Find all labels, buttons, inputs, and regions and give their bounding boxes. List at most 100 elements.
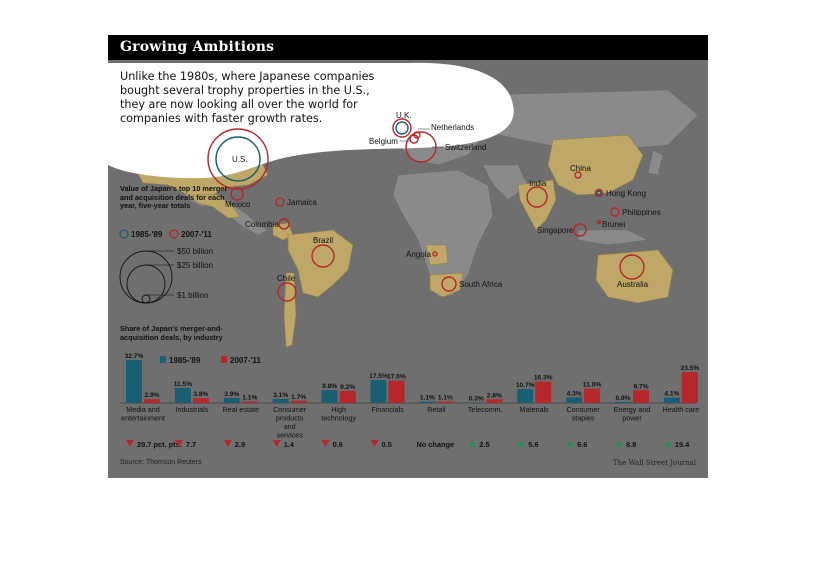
bar-2007-2 [241, 401, 258, 403]
label-belgium: Belgium [369, 137, 398, 146]
bar-1985-11 [663, 397, 680, 403]
category-label: Retail [427, 405, 446, 414]
bubble-mexico [230, 187, 244, 201]
category-label: Health care [663, 405, 700, 414]
category-label: Industrials [176, 405, 209, 414]
china-shape [547, 134, 644, 196]
label-hong-kong: Hong Kong [606, 189, 647, 198]
bar-legend-label-1985: 1985-'89 [169, 356, 201, 365]
label-us: U.S. [232, 155, 248, 164]
bubble-china [574, 171, 582, 179]
bubble-colombia [278, 218, 290, 230]
change-label: 2.9 [235, 440, 245, 449]
label-colombia: Colombia [245, 220, 279, 229]
label-brunei: Brunei [602, 220, 626, 229]
category-label: High [331, 405, 346, 414]
bubble-hong-kong-2007 [594, 188, 604, 198]
bubble-chile [277, 282, 297, 302]
bar-value-label: 4.3% [567, 390, 582, 397]
change-down-icon [370, 440, 379, 447]
category-label: Materials [520, 405, 550, 414]
bar-value-label: 17.5% [369, 373, 388, 380]
bar-legend-swatch-1985 [160, 356, 166, 363]
label-chile: Chile [277, 274, 296, 283]
bubble-india [526, 186, 548, 208]
africa-shape [392, 169, 494, 298]
label-switzerland: Switzerland [445, 143, 487, 152]
bar-1985-9 [566, 397, 583, 403]
category-label: Media and [126, 405, 160, 414]
bar-value-label: 2.8% [487, 392, 502, 399]
bar-legend-swatch-2007 [221, 356, 227, 363]
bar-2007-11 [681, 372, 698, 403]
bar-chart-title: Share of Japan's merger-and-acquisition … [120, 324, 223, 342]
label-australia: Australia [617, 280, 649, 289]
bar-1985-6 [419, 401, 436, 403]
size-legend-label-50: $50 billion [177, 247, 214, 256]
category-label: Consumer [567, 405, 601, 414]
bar-value-label: 23.5% [681, 365, 700, 372]
brazil-shape [287, 229, 354, 298]
change-label: 7.7 [186, 440, 196, 449]
bar-value-label: 17.0% [387, 374, 406, 381]
bubble-hong-kong-1985 [596, 190, 602, 196]
bar-value-label: 16.3% [534, 375, 553, 382]
bar-2007-0 [144, 399, 160, 403]
map-legend [119, 229, 179, 304]
change-up-icon [517, 440, 526, 447]
bubble-south-africa [441, 276, 457, 292]
bar-value-label: 4.1% [664, 391, 679, 398]
label-india: India [529, 179, 547, 188]
label-singapore: Singapore [537, 226, 574, 235]
change-down-icon [223, 440, 232, 447]
bubble-brunei [596, 219, 602, 225]
bar-value-label: 1.1% [242, 395, 257, 402]
russia-shape [477, 89, 699, 151]
bar-1985-0 [126, 360, 142, 403]
bar-2007-4 [339, 390, 356, 403]
bar-1985-5 [370, 380, 387, 403]
category-label: Consumer [273, 405, 307, 414]
category-label: services [277, 431, 304, 440]
bar-value-label: 3.8% [193, 391, 208, 398]
bar-2007-3 [290, 400, 307, 403]
bar-value-label: 10.7% [516, 382, 535, 389]
legend-label-2007: 2007-'11 [181, 230, 212, 239]
size-legend-label-25: $25 billion [177, 261, 214, 270]
change-label: 1.4 [284, 440, 295, 449]
legend-label-1985: 1985-'89 [131, 230, 163, 239]
bar-value-label: 9.7% [633, 383, 648, 390]
label-netherlands: Netherlands [431, 123, 475, 132]
graphic-panel: Growing Ambitions Unlike the 1980s, wher… [108, 35, 708, 478]
change-label: 0.5 [382, 440, 392, 449]
category-label: staples [572, 414, 595, 423]
mexico-shape [187, 194, 241, 219]
intro-text: Unlike the 1980s, where Japanese compani… [120, 70, 375, 125]
change-up-icon [663, 440, 672, 447]
australia-shape [595, 249, 674, 304]
bar-value-label: 11.5% [174, 381, 192, 388]
change-down-icon [272, 440, 281, 447]
category-label: and [284, 422, 296, 431]
change-label: 5.6 [528, 440, 538, 449]
change-up-icon [566, 440, 575, 447]
bar-value-label: 9.8% [322, 383, 337, 390]
bar-chart-legend [160, 356, 227, 363]
change-up-icon [615, 440, 623, 447]
change-label: 6.6 [577, 440, 587, 449]
bar-value-label: 3.1% [273, 392, 288, 399]
bar-value-label: 9.2% [340, 384, 355, 391]
source-note: Source: Thomson Reuters [120, 459, 202, 466]
change-label: 19.4 [675, 440, 690, 449]
middle-east-shape [482, 164, 529, 201]
indonesia-shape [577, 229, 650, 246]
credit: The Wall Street Journal [612, 459, 696, 467]
size-legend-label-1: $1 billion [177, 291, 209, 300]
category-label: Real estate [223, 405, 259, 414]
bar-2007-10 [633, 390, 649, 403]
bubble-philippines [610, 207, 620, 217]
bar-2007-1 [192, 398, 209, 403]
change-up-icon [468, 440, 477, 447]
label-uk: U.K. [396, 111, 412, 120]
